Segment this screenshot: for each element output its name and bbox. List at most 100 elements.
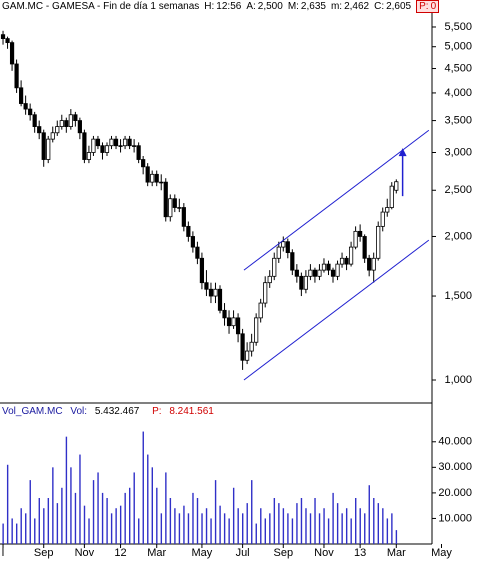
- candle-body: [50, 132, 55, 140]
- volume-bar: [350, 518, 352, 544]
- candle-body: [299, 275, 304, 290]
- x-tick-label: May: [192, 547, 213, 559]
- candle-body: [281, 241, 286, 248]
- volume-bar: [359, 508, 361, 544]
- quote: A: 2,500: [246, 1, 282, 12]
- quote: P: 0: [416, 0, 440, 13]
- x-tick-label: Mar: [387, 547, 406, 559]
- candle-body: [303, 275, 308, 290]
- candle-body: [371, 257, 376, 271]
- volume-bar: [88, 518, 90, 544]
- quote-value: 0: [430, 1, 437, 12]
- candle-body: [118, 145, 123, 147]
- candle-body: [294, 269, 299, 277]
- volume-bar: [327, 518, 330, 544]
- volume-bar: [183, 505, 185, 544]
- volume-bar: [364, 513, 366, 544]
- volume-bar: [391, 513, 393, 544]
- volume-bar: [29, 480, 31, 544]
- candle-body: [335, 263, 340, 277]
- candle-body: [5, 38, 10, 44]
- y-tick-label: 2,000: [444, 230, 472, 242]
- candle-body: [77, 120, 82, 134]
- candle-body: [82, 132, 87, 160]
- candle-body: [127, 138, 132, 147]
- x-tick-label: May: [431, 547, 452, 559]
- volume-bar: [52, 467, 54, 544]
- candle-body: [195, 246, 200, 259]
- volume-bar: [255, 523, 257, 544]
- candle-body: [276, 246, 281, 259]
- volume-name: Vol_GAM.MC: [2, 406, 63, 417]
- volume-bar: [15, 523, 18, 544]
- volume-bar: [43, 508, 45, 544]
- y-tick-label: 2,500: [444, 184, 472, 196]
- candle-body: [240, 333, 245, 361]
- volume-bar: [2, 523, 4, 544]
- candle-body: [168, 198, 173, 218]
- y-tick-label: 5,000: [444, 41, 472, 53]
- y-tick-label: 1,000: [444, 374, 472, 386]
- candle-body: [231, 317, 236, 327]
- x-tick-label: Sep: [273, 547, 293, 559]
- candle-body: [186, 225, 191, 237]
- candle-body: [181, 207, 186, 227]
- volume-bar: [174, 508, 176, 544]
- candle-body: [317, 269, 322, 277]
- candle-body: [46, 138, 51, 160]
- volume-bar: [228, 518, 230, 544]
- quote: C: 2,605: [374, 1, 411, 12]
- volume-bar: [273, 498, 276, 544]
- candle-body: [59, 120, 64, 127]
- y-tick-label: 20.000: [438, 487, 472, 499]
- volume-last: 5.432.467: [94, 406, 140, 417]
- volume-bar: [178, 513, 181, 544]
- volume-bar: [187, 513, 190, 544]
- candle-body: [14, 63, 19, 89]
- volume-bar: [70, 467, 72, 544]
- quote-value: 2,462: [344, 1, 370, 12]
- title: GAM.MC - GAMESA - Fin de día 1 semanas: [2, 1, 200, 12]
- y-tick-label: 4,000: [444, 87, 472, 99]
- volume-bar: [61, 487, 63, 544]
- x-tick-label: Mar: [147, 547, 166, 559]
- quote-value: 2,605: [386, 1, 412, 12]
- candle-body: [348, 246, 354, 265]
- volume-bar: [296, 503, 298, 544]
- volume-bar: [314, 498, 316, 544]
- quote: M: 2,635: [288, 1, 326, 12]
- quote-key: A:: [246, 1, 256, 12]
- quote-key: P:: [419, 1, 429, 12]
- candle-body: [321, 263, 327, 271]
- candle-body: [258, 302, 263, 319]
- x-tick-label: Sep: [34, 547, 54, 559]
- volume-bar: [223, 513, 226, 544]
- volume-bar: [47, 498, 50, 544]
- y-tick-label: 40.000: [438, 436, 472, 448]
- quote: H: 12:56: [204, 1, 241, 12]
- y-tick-label: 10.000: [438, 512, 472, 524]
- volume-bar: [278, 503, 280, 544]
- volume-bar: [305, 508, 307, 544]
- volume-bar: [34, 518, 36, 544]
- candle-body: [0, 34, 6, 39]
- candle-body: [68, 114, 73, 127]
- volume-bar: [386, 518, 389, 544]
- candle-body: [28, 108, 33, 116]
- volume-bar: [282, 508, 285, 544]
- candle-body: [37, 126, 42, 134]
- candle-body: [389, 185, 394, 208]
- volume-bar: [237, 508, 239, 544]
- candle-body: [159, 181, 164, 184]
- volume-bar: [101, 492, 104, 544]
- volume-bar: [110, 513, 113, 544]
- quote-key: M:: [287, 1, 299, 12]
- volume-bar: [97, 472, 99, 544]
- quotes: H: 12:56 A: 2,500 M: 2,635 m: 2,462 C: 2,605 P: 0: [204, 0, 444, 13]
- candle-body: [23, 103, 28, 110]
- x-tick-label: 13: [354, 547, 366, 559]
- candle-body: [358, 230, 363, 237]
- candle-body: [150, 173, 155, 183]
- volume-bar: [56, 503, 59, 544]
